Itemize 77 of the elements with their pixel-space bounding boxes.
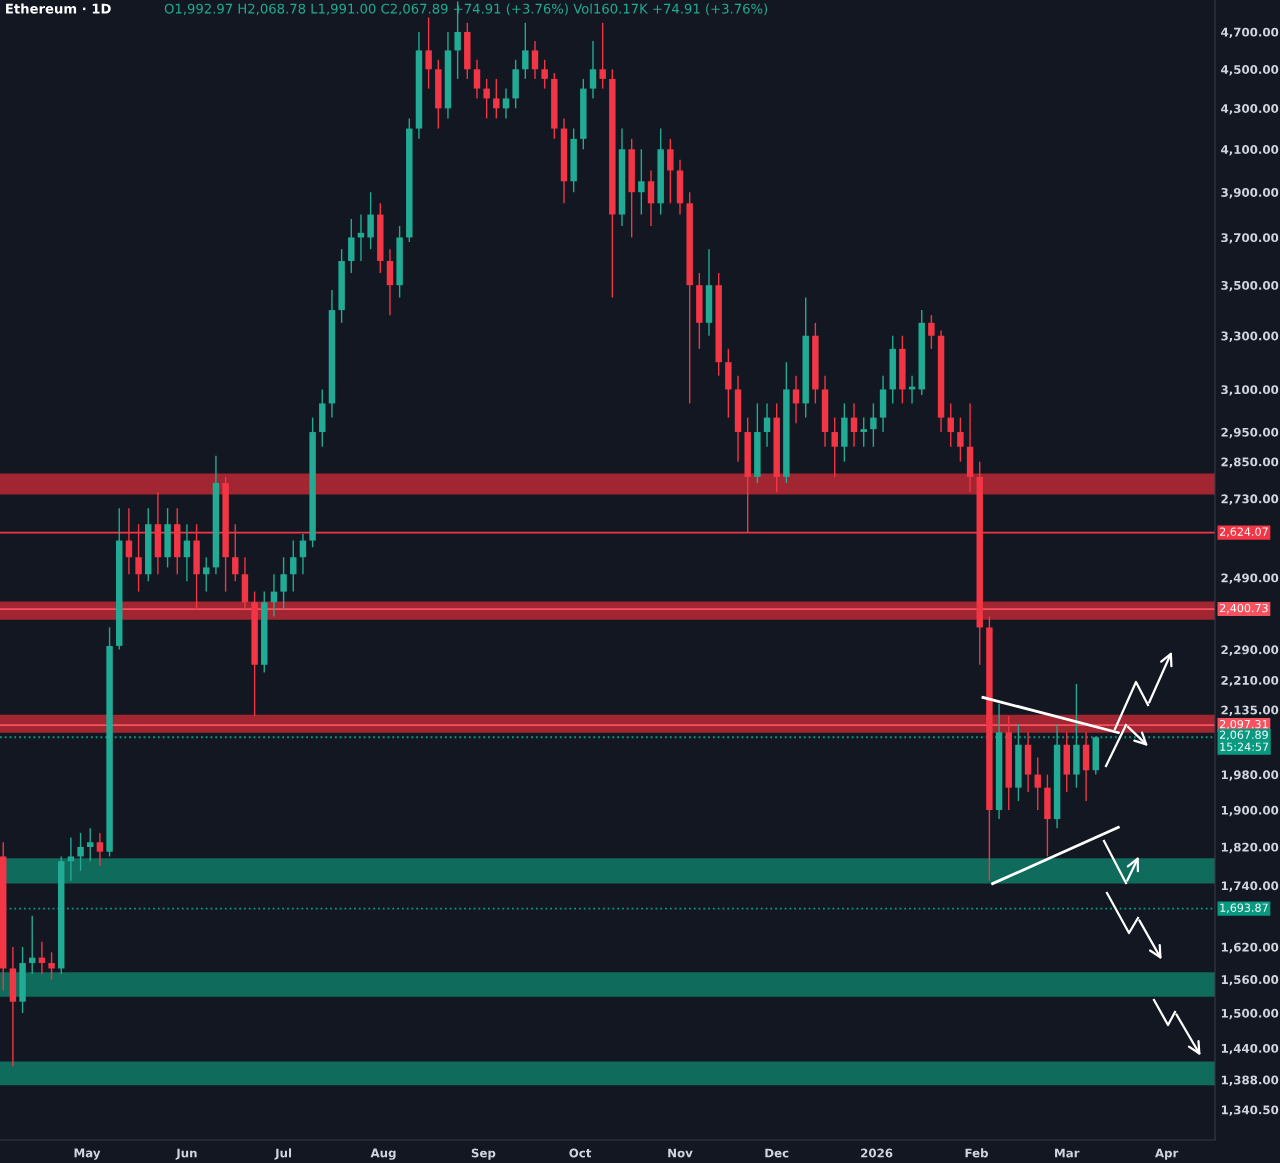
candlestick [348, 218, 355, 274]
candlestick [493, 78, 500, 120]
x-tick-label: Dec [765, 1148, 789, 1158]
candlestick [87, 827, 94, 862]
chart-title: Ethereum · 1D [6, 3, 111, 14]
x-tick-label: Apr [1155, 1148, 1179, 1160]
candlestick [792, 375, 800, 425]
candlestick [290, 539, 297, 593]
y-tick-label: 2,730.00 [1221, 494, 1279, 505]
candlestick [367, 191, 374, 250]
y-tick-label: 2,850.00 [1221, 457, 1279, 468]
y-tick-label: 4,100.00 [1221, 144, 1279, 156]
y-tick-label: 2,950.00 [1221, 427, 1279, 439]
y-tick-label: 2,135.00 [1221, 705, 1279, 716]
y-tick-label: 1,340.50 [1221, 1105, 1279, 1116]
candlestick [667, 138, 674, 205]
y-tick-label: 1,740.00 [1221, 881, 1279, 892]
x-tick-label: Jul [274, 1148, 292, 1160]
candlestick [928, 314, 935, 350]
x-tick-label: Sep [471, 1148, 496, 1160]
candlestick [96, 832, 104, 867]
candlestick [957, 416, 964, 463]
candlestick [473, 59, 481, 100]
candlestick [425, 16, 432, 90]
candlestick [860, 416, 867, 448]
y-tick-label: 2,290.00 [1221, 645, 1279, 656]
candlestick [831, 416, 838, 478]
candlestick [77, 832, 84, 872]
y-tick-label: 1,440.00 [1221, 1043, 1279, 1055]
ref-line-label: 2,400.73 [1219, 603, 1268, 614]
candlestick [599, 22, 606, 90]
x-tick-label: Jun [175, 1148, 197, 1160]
y-tick-label: 1,388.00 [1221, 1075, 1279, 1086]
y-tick-label: 3,500.00 [1221, 280, 1279, 292]
y-tick-label: 1,500.00 [1221, 1008, 1279, 1020]
y-tick-label: 3,900.00 [1221, 187, 1279, 199]
candlestick [638, 148, 645, 216]
y-tick-label: 1,620.00 [1221, 942, 1279, 954]
candlestick [647, 169, 655, 227]
candlestick [850, 402, 858, 448]
candlestick [589, 40, 597, 100]
y-tick-label: 3,700.00 [1221, 233, 1279, 244]
y-tick-label: 1,980.00 [1221, 770, 1279, 781]
y-tick-label: 3,300.00 [1221, 331, 1279, 342]
candlestick [531, 40, 539, 80]
candlestick [522, 22, 529, 80]
candlestick [1034, 756, 1041, 811]
x-tick-label: Oct [569, 1148, 592, 1158]
candlestick [280, 556, 287, 611]
y-tick-label: 2,210.00 [1221, 675, 1279, 687]
candlestick [870, 402, 877, 448]
candlestick [48, 951, 55, 981]
y-tick-label: 2,490.00 [1221, 573, 1279, 584]
ref-line-label: 2,624.07 [1219, 527, 1268, 537]
candlestick [203, 556, 210, 593]
y-tick-label: 4,300.00 [1221, 104, 1279, 115]
y-tick-label: 4,500.00 [1221, 65, 1279, 76]
y-tick-label: 1,820.00 [1221, 842, 1279, 854]
y-tick-label: 1,900.00 [1221, 805, 1279, 817]
x-tick-label: Feb [965, 1148, 989, 1158]
y-tick-label: 1,560.00 [1221, 975, 1279, 986]
ref-line-label: 2,097.31 [1219, 719, 1268, 730]
candlestick [67, 836, 75, 882]
x-tick-label: 2026 [861, 1148, 893, 1158]
candlestick [502, 87, 510, 120]
y-tick-label: 4,700.00 [1221, 27, 1279, 39]
ref-line-label: 1,693.87 [1220, 903, 1268, 914]
candlestick [483, 78, 490, 120]
candlestick [947, 402, 954, 448]
y-tick-label: 3,100.00 [1221, 385, 1279, 396]
ref-line-label: 2,067.89 15:24:57 [1219, 730, 1269, 751]
candlestick [541, 59, 548, 90]
candlestick [763, 402, 771, 448]
x-tick-label: Aug [370, 1148, 396, 1160]
x-tick-label: May [74, 1148, 101, 1160]
x-tick-label: Mar [1055, 1148, 1080, 1158]
x-tick-label: Nov [668, 1148, 693, 1158]
